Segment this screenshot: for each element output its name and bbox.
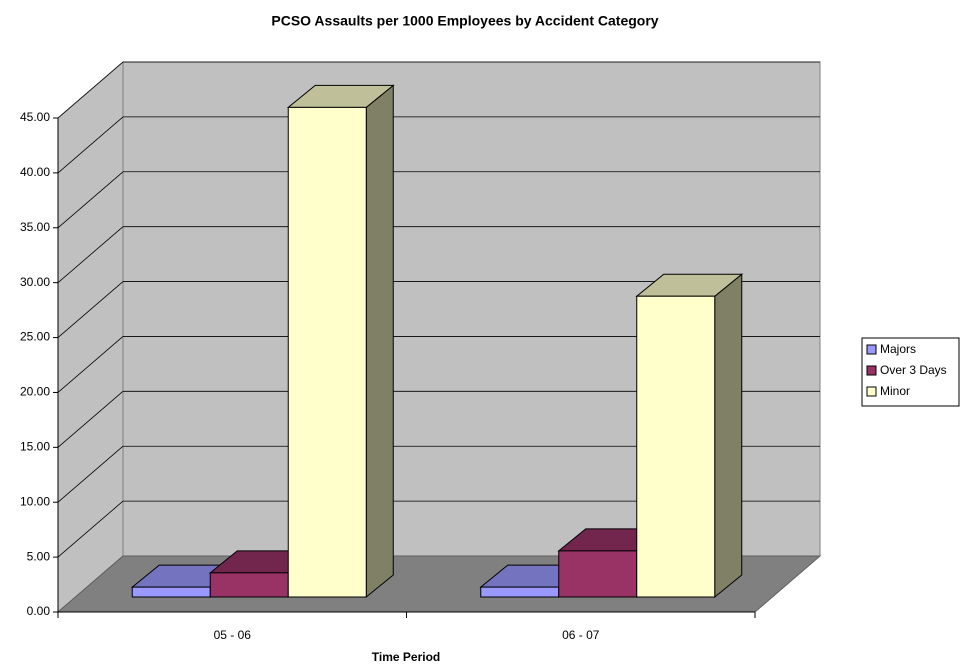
grid-line xyxy=(57,391,124,448)
x-axis-label: Time Period xyxy=(372,650,440,664)
bar xyxy=(209,572,289,598)
y-tick-label: 35.00 xyxy=(20,220,50,234)
y-tick-label: 10.00 xyxy=(20,494,50,508)
y-tick-label: 5.00 xyxy=(27,549,51,563)
grid-line xyxy=(57,500,124,558)
legend-label: Over 3 Days xyxy=(880,363,947,377)
y-tick-label: 40.00 xyxy=(20,165,50,179)
grid-line xyxy=(57,171,124,229)
legend-label: Minor xyxy=(880,384,910,398)
grid-line xyxy=(57,226,124,283)
grid-line xyxy=(57,61,124,119)
bar xyxy=(287,106,367,598)
y-tick-label: 0.00 xyxy=(27,604,51,618)
bar xyxy=(558,550,638,598)
grid-line xyxy=(57,336,124,393)
legend-box xyxy=(861,337,960,407)
x-tick-label: 06 - 07 xyxy=(562,628,600,642)
grid-line xyxy=(57,116,124,174)
y-tick-label: 45.00 xyxy=(20,110,50,124)
legend-swatch xyxy=(866,365,877,376)
bar xyxy=(636,295,716,598)
grid-line xyxy=(57,445,124,503)
legend-label: Majors xyxy=(880,342,916,356)
y-tick-label: 15.00 xyxy=(20,440,50,454)
bar-side xyxy=(365,84,394,599)
chart-title: PCSO Assaults per 1000 Employees by Acci… xyxy=(271,13,658,29)
legend-swatch xyxy=(866,386,877,397)
legend-swatch xyxy=(866,344,877,355)
bar xyxy=(131,586,211,598)
x-tick-label: 05 - 06 xyxy=(214,628,252,642)
grid-line xyxy=(57,281,124,338)
y-tick-label: 20.00 xyxy=(20,385,50,399)
bar xyxy=(480,586,560,598)
y-tick-label: 30.00 xyxy=(20,275,50,289)
y-tick-label: 25.00 xyxy=(20,330,50,344)
bar-side xyxy=(714,273,743,599)
